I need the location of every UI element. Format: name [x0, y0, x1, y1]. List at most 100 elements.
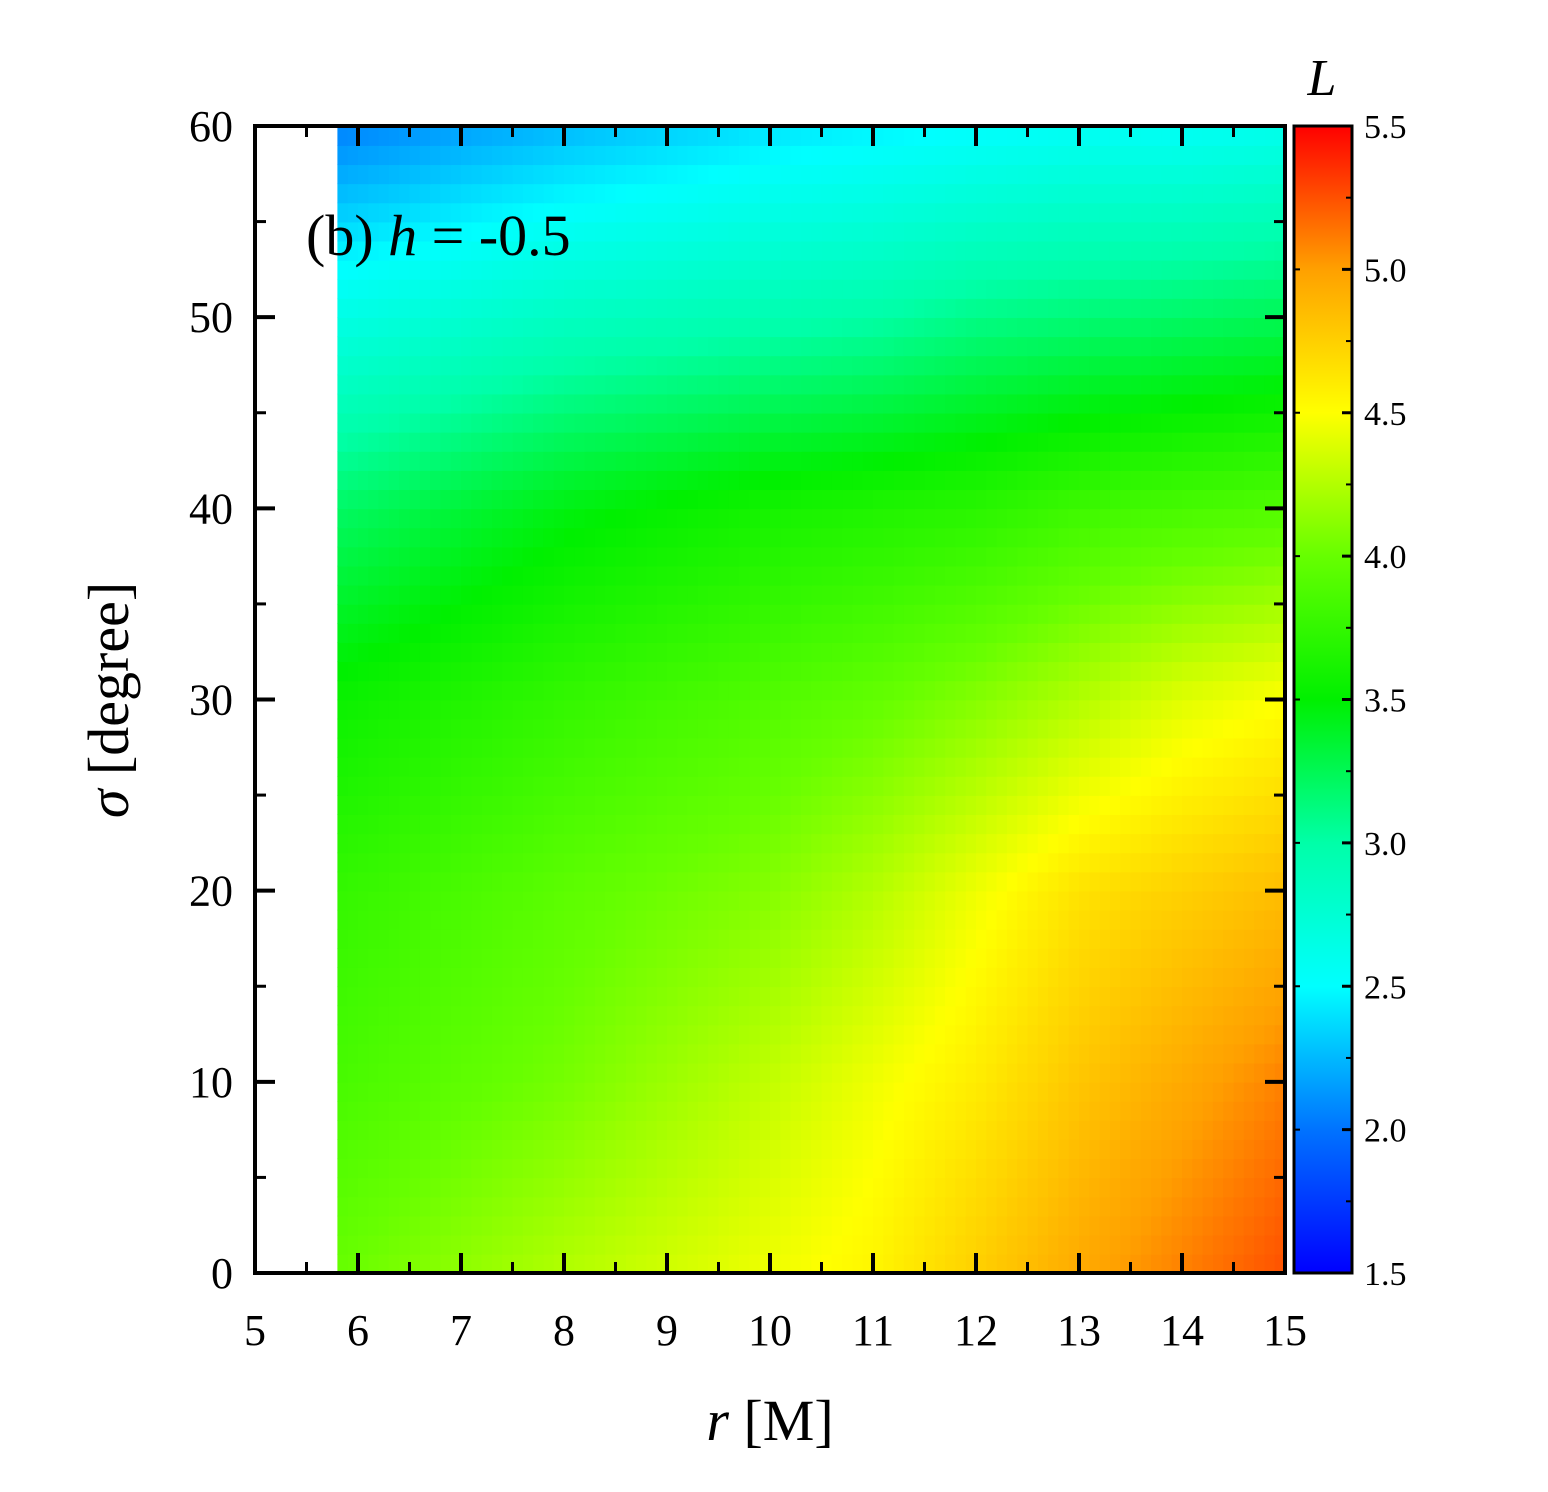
- heatmap-cell: [1212, 393, 1224, 414]
- heatmap-cell: [800, 412, 812, 433]
- heatmap-cell: [1130, 967, 1142, 988]
- heatmap-cell: [1058, 336, 1070, 357]
- heatmap-cell: [790, 699, 802, 720]
- heatmap-cell: [522, 565, 534, 586]
- heatmap-cell: [430, 1081, 442, 1102]
- heatmap-cell: [1048, 355, 1060, 376]
- heatmap-cell: [605, 1139, 617, 1160]
- heatmap-cell: [976, 1024, 988, 1045]
- heatmap-cell: [955, 431, 967, 452]
- heatmap-cell: [1048, 1120, 1060, 1140]
- heatmap-cell: [842, 278, 854, 299]
- heatmap-cell: [656, 967, 668, 988]
- heatmap-cell: [388, 508, 400, 529]
- heatmap-cell: [1048, 909, 1060, 930]
- heatmap-cell: [1243, 1120, 1255, 1140]
- heatmap-cell: [1120, 355, 1132, 376]
- heatmap-cell: [430, 374, 442, 395]
- heatmap-cell: [842, 546, 854, 567]
- heatmap-cell: [461, 1234, 473, 1255]
- heatmap-cell: [759, 278, 771, 299]
- heatmap-cell: [491, 470, 503, 491]
- heatmap-cell: [914, 278, 926, 299]
- heatmap-cell: [780, 1139, 792, 1160]
- heatmap-cell: [883, 909, 895, 930]
- heatmap-cell: [883, 642, 895, 663]
- heatmap-cell: [358, 1177, 370, 1198]
- heatmap-cell: [1192, 890, 1204, 911]
- heatmap-cell: [1120, 814, 1132, 835]
- heatmap-cell: [615, 603, 627, 624]
- heatmap-cell: [564, 948, 576, 968]
- heatmap-cell: [739, 1196, 751, 1217]
- heatmap-cell: [512, 1120, 524, 1140]
- heatmap-cell: [461, 546, 473, 567]
- heatmap-cell: [986, 431, 998, 452]
- heatmap-cell: [533, 1234, 545, 1255]
- heatmap-cell: [1151, 737, 1163, 758]
- heatmap-cell: [564, 833, 576, 854]
- heatmap-cell: [1151, 603, 1163, 624]
- heatmap-cell: [1202, 1215, 1214, 1236]
- heatmap-cell: [1243, 775, 1255, 796]
- heatmap-cell: [656, 259, 668, 280]
- heatmap-cell: [543, 737, 555, 758]
- heatmap-cell: [1223, 355, 1235, 376]
- heatmap-cell: [770, 967, 782, 988]
- heatmap-cell: [1068, 470, 1080, 491]
- heatmap-cell: [1202, 298, 1214, 318]
- heatmap-cell: [976, 336, 988, 357]
- heatmap-cell: [574, 680, 586, 701]
- heatmap-cell: [646, 317, 658, 338]
- heatmap-cell: [1274, 1100, 1285, 1121]
- heatmap-cell: [1048, 508, 1060, 529]
- heatmap-cell: [842, 240, 854, 261]
- heatmap-cell: [419, 871, 431, 892]
- heatmap-cell: [1120, 852, 1132, 873]
- heatmap-cell: [790, 259, 802, 280]
- heatmap-cell: [1254, 852, 1266, 873]
- heatmap-cell: [996, 1043, 1008, 1064]
- heatmap-cell: [1223, 775, 1235, 796]
- heatmap-cell: [1120, 259, 1132, 280]
- heatmap-cell: [636, 489, 648, 510]
- heatmap-cell: [986, 1253, 998, 1273]
- heatmap-cell: [862, 431, 874, 452]
- heatmap-cell: [1017, 775, 1029, 796]
- heatmap-cell: [1254, 737, 1266, 758]
- heatmap-cell: [677, 814, 689, 835]
- heatmap-cell: [1274, 1253, 1285, 1273]
- heatmap-cell: [605, 871, 617, 892]
- heatmap-cell: [914, 948, 926, 968]
- heatmap-cell: [1058, 1081, 1070, 1102]
- heatmap-cell: [625, 890, 637, 911]
- heatmap-cell: [790, 527, 802, 548]
- heatmap-cell: [842, 317, 854, 338]
- heatmap-cell: [790, 1062, 802, 1083]
- heatmap-cell: [1058, 565, 1070, 586]
- heatmap-cell: [739, 584, 751, 605]
- heatmap-cell: [615, 278, 627, 299]
- heatmap-cell: [873, 1234, 885, 1255]
- heatmap-cell: [728, 298, 740, 318]
- heatmap-cell: [625, 680, 637, 701]
- heatmap-cell: [852, 909, 864, 930]
- heatmap-cell: [1109, 737, 1121, 758]
- heatmap-cell: [605, 355, 617, 376]
- heatmap-cell: [1079, 1139, 1091, 1160]
- heatmap-cell: [697, 1081, 709, 1102]
- heatmap-cell: [893, 508, 905, 529]
- heatmap-cell: [687, 1120, 699, 1140]
- heatmap-cell: [986, 374, 998, 395]
- heatmap-cell: [502, 259, 514, 280]
- heatmap-cell: [759, 1215, 771, 1236]
- heatmap-cell: [852, 1139, 864, 1160]
- heatmap-cell: [965, 680, 977, 701]
- heatmap-cell: [934, 1062, 946, 1083]
- heatmap-cell: [636, 431, 648, 452]
- heatmap-cell: [852, 450, 864, 471]
- heatmap-cell: [1151, 948, 1163, 968]
- heatmap-cell: [430, 221, 442, 242]
- heatmap-cell: [594, 450, 606, 471]
- heatmap-cell: [1089, 489, 1101, 510]
